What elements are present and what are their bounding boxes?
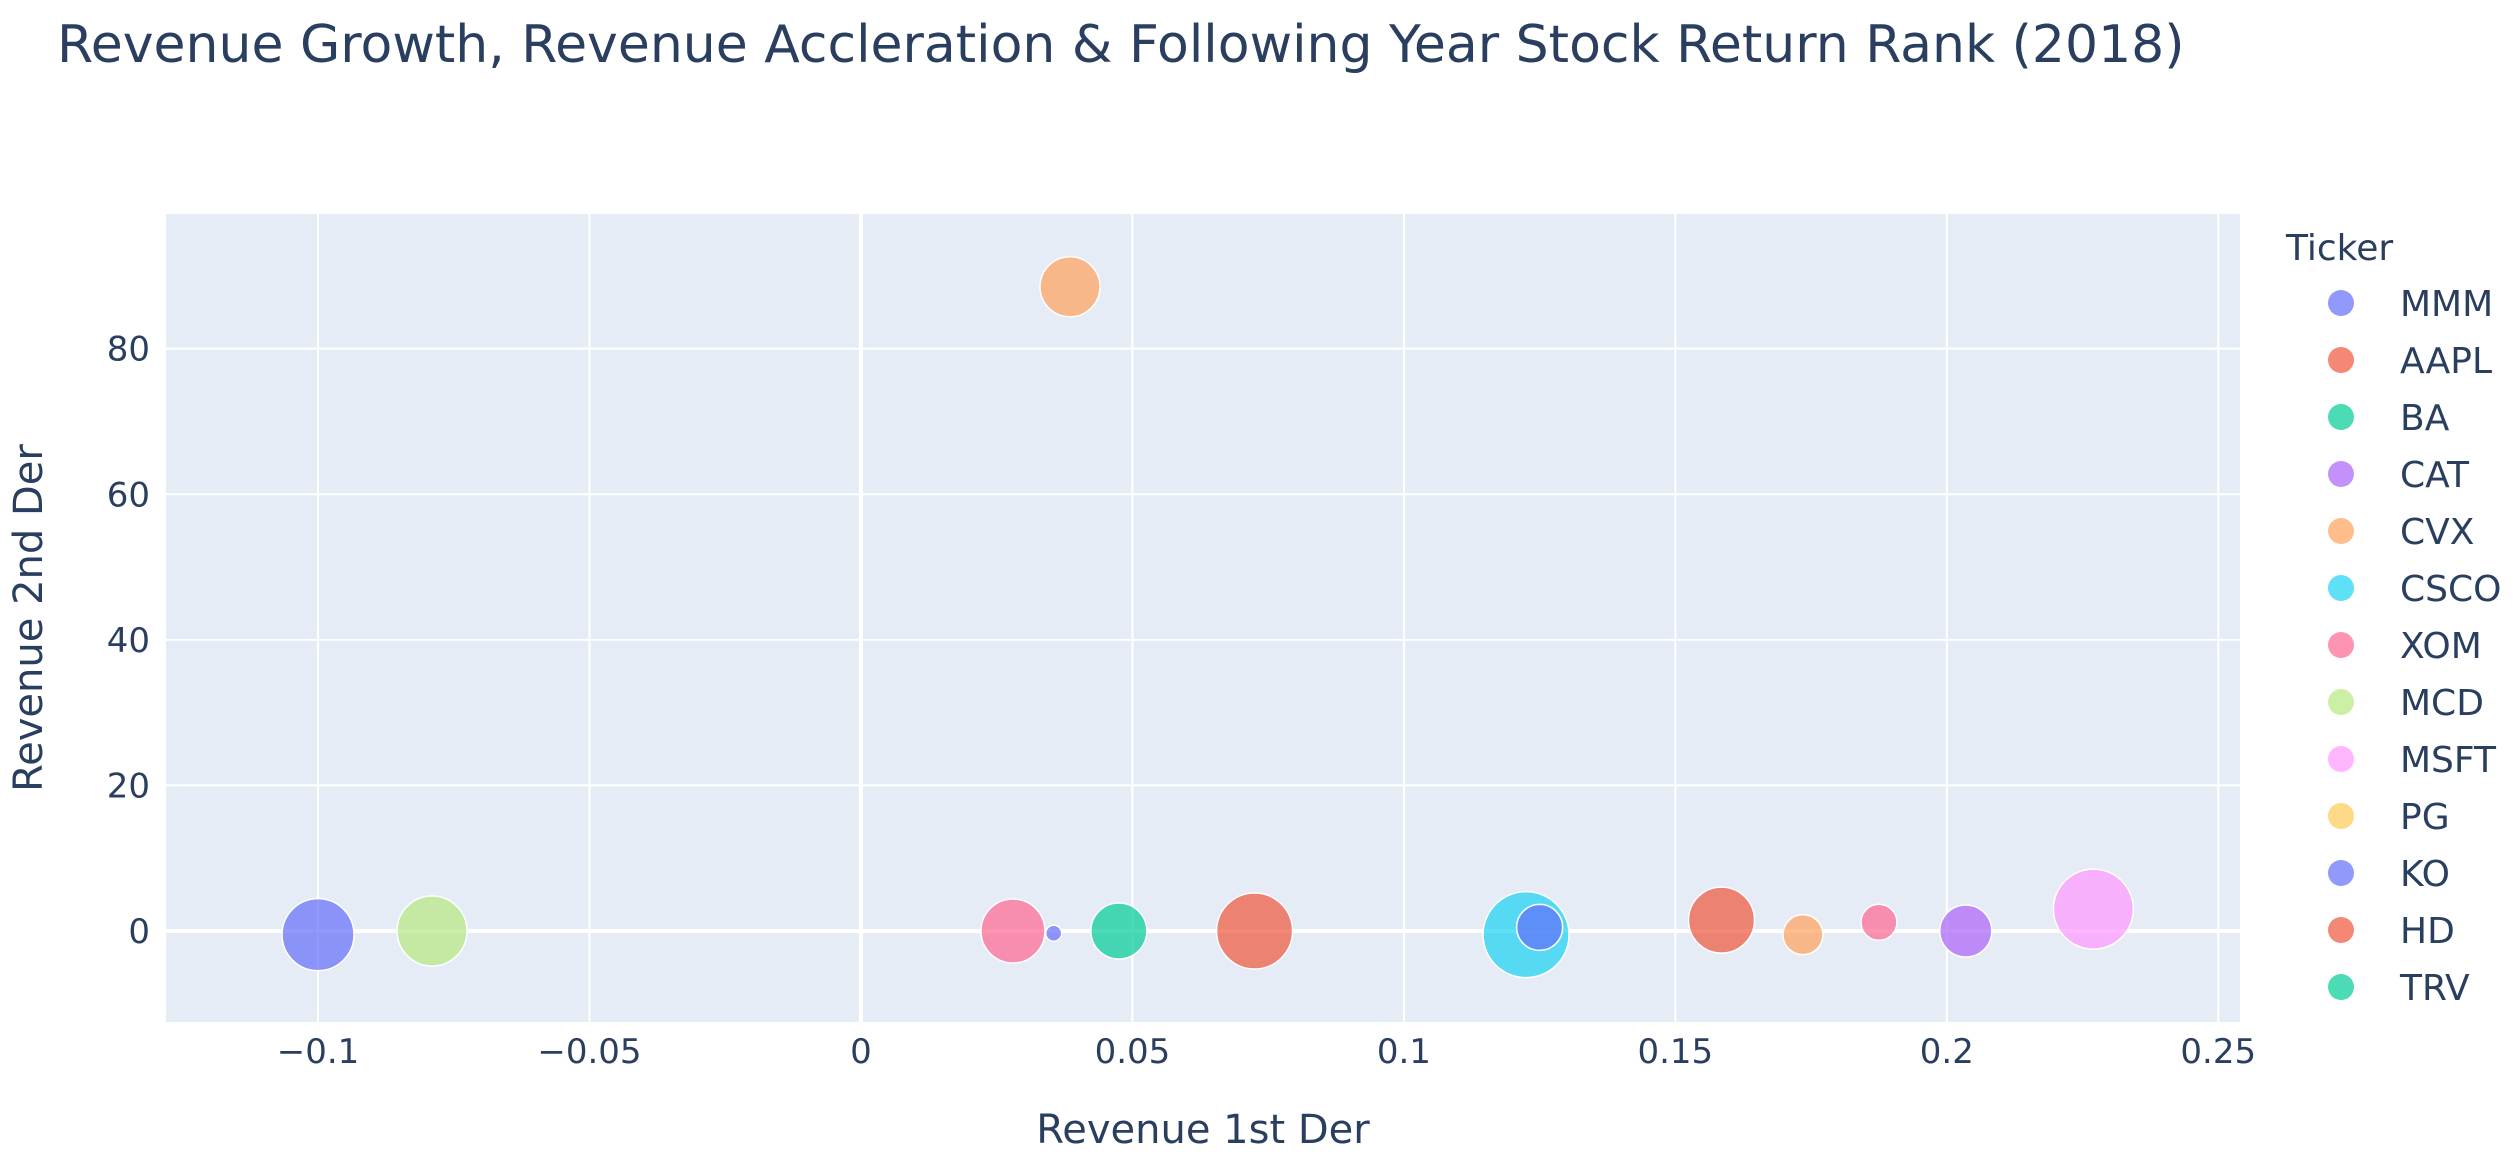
data-point-ko <box>1515 903 1564 952</box>
y-axis-ticks: 0 20 40 60 80 <box>107 330 150 952</box>
legend-label: MCD <box>2400 683 2484 724</box>
legend-item-trv[interactable]: TRV <box>2328 968 2470 1009</box>
legend-label: TRV <box>2399 968 2470 1009</box>
legend-marker <box>2328 746 2354 772</box>
x-tick-label: 0.25 <box>2180 1032 2256 1072</box>
data-point-unlabeled <box>1044 924 1063 942</box>
legend-marker <box>2328 917 2354 943</box>
legend-marker <box>2328 290 2354 316</box>
y-tick-label: 0 <box>128 912 150 952</box>
data-point-cat <box>1939 904 1993 958</box>
legend-marker <box>2328 404 2354 430</box>
data-point-aapl <box>1215 892 1294 970</box>
legend-label: MMM <box>2400 284 2493 325</box>
legend-marker <box>2328 347 2354 373</box>
legend-item-hd[interactable]: HD <box>2328 911 2455 952</box>
legend-item-xom[interactable]: XOM <box>2328 626 2482 667</box>
legend-marker <box>2328 689 2354 715</box>
legend-marker <box>2328 575 2354 601</box>
legend-marker <box>2328 860 2354 886</box>
legend-label: CSCO <box>2400 569 2501 610</box>
data-point-hd <box>1687 886 1756 954</box>
legend-item-ko[interactable]: KO <box>2328 854 2450 895</box>
x-tick-label: 0.05 <box>1095 1032 1171 1072</box>
x-tick-label: 0.1 <box>1377 1032 1431 1072</box>
y-axis-title: Revenue 2nd Der <box>6 444 52 792</box>
chart-title: Revenue Growth, Revenue Accleration & Fo… <box>57 15 2185 75</box>
data-point-unlabeled <box>1860 903 1898 942</box>
legend-item-ba[interactable]: BA <box>2328 398 2450 439</box>
data-point-ba <box>1090 902 1148 960</box>
data-point-cvx <box>1039 256 1101 318</box>
x-axis-ticks: −0.1 −0.05 0 0.05 0.1 0.15 0.2 0.25 <box>277 1032 2256 1072</box>
data-point-mcd <box>396 895 468 967</box>
legend-marker <box>2328 974 2354 1000</box>
legend-label: KO <box>2400 854 2450 895</box>
legend-item-pg[interactable]: PG <box>2328 797 2450 838</box>
legend-item-mmm[interactable]: MMM <box>2328 284 2493 325</box>
legend-label: XOM <box>2400 626 2482 667</box>
legend-label: AAPL <box>2400 341 2492 382</box>
x-tick-label: 0 <box>850 1032 872 1072</box>
legend: Ticker MMM AAPL BA CAT CVX CSCO XOM MCD MSFT PG KO… <box>2285 228 2501 1009</box>
legend-marker <box>2328 632 2354 658</box>
data-point-unlabeled <box>1782 913 1824 956</box>
x-tick-label: −0.1 <box>277 1032 360 1072</box>
y-tick-label: 40 <box>107 621 150 661</box>
x-axis-title: Revenue 1st Der <box>1036 1107 1370 1153</box>
legend-item-msft[interactable]: MSFT <box>2328 740 2497 781</box>
data-point-msft <box>2052 868 2135 950</box>
y-tick-label: 20 <box>107 766 150 806</box>
legend-marker <box>2328 803 2354 829</box>
legend-item-cat[interactable]: CAT <box>2328 455 2470 496</box>
legend-item-csco[interactable]: CSCO <box>2328 569 2501 610</box>
data-point-xom <box>980 898 1046 964</box>
legend-label: MSFT <box>2400 740 2497 781</box>
legend-label: CVX <box>2400 512 2474 553</box>
legend-title: Ticker <box>2285 228 2393 269</box>
x-tick-label: 0.15 <box>1637 1032 1713 1072</box>
plot-area <box>166 214 2240 1022</box>
legend-label: HD <box>2400 911 2455 952</box>
x-tick-label: 0.2 <box>1920 1032 1974 1072</box>
legend-label: CAT <box>2400 455 2470 496</box>
legend-label: BA <box>2400 398 2450 439</box>
legend-label: PG <box>2400 797 2450 838</box>
legend-item-cvx[interactable]: CVX <box>2328 512 2474 553</box>
x-tick-label: −0.05 <box>537 1032 641 1072</box>
y-tick-label: 80 <box>107 330 150 370</box>
legend-item-mcd[interactable]: MCD <box>2328 683 2484 724</box>
y-tick-label: 60 <box>107 475 150 515</box>
legend-item-aapl[interactable]: AAPL <box>2328 341 2492 382</box>
legend-marker <box>2328 461 2354 487</box>
data-point-mmm <box>281 897 355 972</box>
legend-marker <box>2328 518 2354 544</box>
data-points <box>281 256 2135 979</box>
